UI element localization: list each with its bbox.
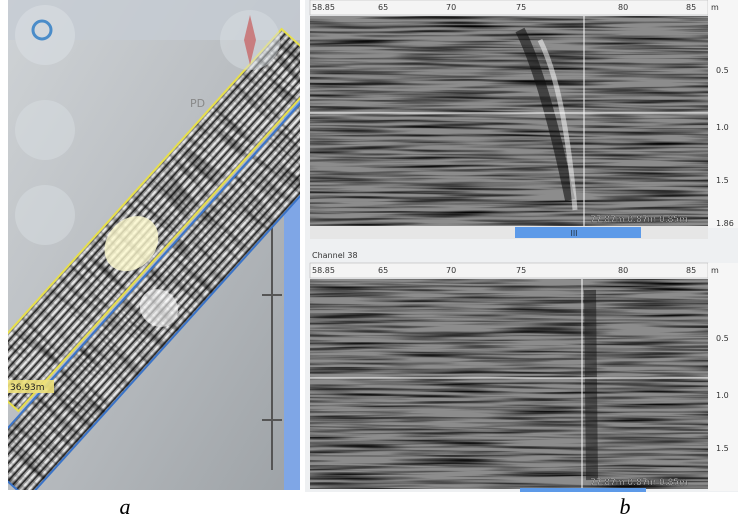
caption-a: a xyxy=(120,494,131,519)
depth-tick-label: 0.5 xyxy=(716,334,729,343)
map-view: PD 36.93m xyxy=(0,0,348,499)
radargram-view xyxy=(305,0,738,492)
scrollbar-thumb[interactable] xyxy=(520,488,646,492)
channel-title: Channel 38 xyxy=(312,251,358,260)
x-unit: m xyxy=(711,266,719,275)
scrollbar-thumb[interactable] xyxy=(515,227,641,238)
x-tick-label: 70 xyxy=(446,266,456,275)
x-tick-label: 65 xyxy=(378,266,388,275)
x-unit: m xyxy=(711,3,719,12)
depth-tick-label: 1.0 xyxy=(716,391,729,400)
figure: PD 36.93m a 58.85 65 70 75 80 85 m 0.5 1.0 1.5 1.8… xyxy=(0,0,738,519)
x-tick-label: 80 xyxy=(618,266,628,275)
depth-tick-label: 1.0 xyxy=(716,123,729,132)
depth-tick-label: 0.5 xyxy=(716,66,729,75)
x-tick-label: 58.85 xyxy=(312,266,335,275)
distance-readout: 36.93m xyxy=(10,383,45,393)
overlay-text: PD xyxy=(190,97,205,110)
cursor-readout: 77.87m 0.87m 0.85m xyxy=(590,215,688,225)
radargram-image xyxy=(310,16,708,226)
x-tick-label: 75 xyxy=(516,3,526,12)
x-tick-label: 70 xyxy=(446,3,456,12)
x-tick-label: 85 xyxy=(686,266,696,275)
x-tick-label: 85 xyxy=(686,3,696,12)
caption-b: b xyxy=(620,494,631,519)
x-tick-label: 80 xyxy=(618,3,628,12)
cursor-readout: 77.87m 0.87m 0.85m xyxy=(590,478,688,488)
x-tick-label: 75 xyxy=(516,266,526,275)
depth-tick-label: 1.5 xyxy=(716,176,729,185)
scroll-label: III xyxy=(570,229,577,238)
x-tick-label: 65 xyxy=(378,3,388,12)
x-tick-label: 58.85 xyxy=(312,3,335,12)
depth-tick-label: 1.86 xyxy=(716,219,734,228)
radargram-image xyxy=(310,279,708,489)
depth-tick-label: 1.5 xyxy=(716,444,729,453)
